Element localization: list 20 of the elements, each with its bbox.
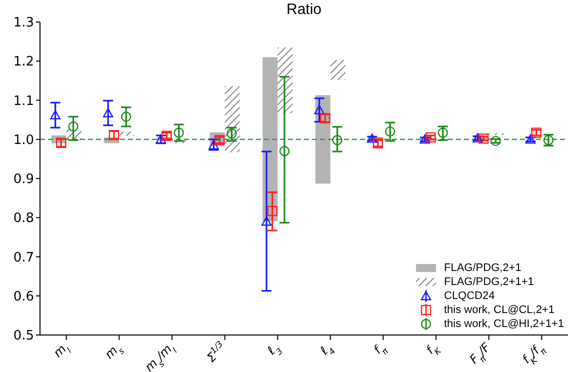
bar — [278, 47, 293, 114]
bar — [119, 132, 134, 136]
legend-label: this work, CL@HI,2+1+1 — [444, 318, 564, 330]
legend-label: this work, CL@CL,2+1 — [444, 304, 555, 316]
legend-label: FLAG/PDG,2+1+1 — [444, 276, 534, 288]
chart-title: Ratio — [285, 0, 323, 20]
y-tick-label: 1.3 — [13, 16, 34, 31]
y-tick-label: 0.9 — [13, 172, 34, 188]
y-tick-label: 1.2 — [13, 54, 34, 70]
bar — [262, 57, 278, 222]
legend-label: CLQCD24 — [444, 290, 495, 302]
y-tick-label: 0.5 — [13, 328, 34, 344]
y-tick-label: 0.8 — [13, 211, 34, 226]
y-tick-label: 0.7 — [13, 250, 34, 266]
bar — [330, 60, 346, 80]
y-tick-label: 1.1 — [13, 94, 34, 109]
legend-label: FLAG/PDG,2+1 — [444, 262, 522, 274]
y-tick-label: 1.0 — [13, 132, 34, 148]
bar — [224, 86, 240, 152]
y-tick-label: 0.6 — [13, 289, 34, 304]
